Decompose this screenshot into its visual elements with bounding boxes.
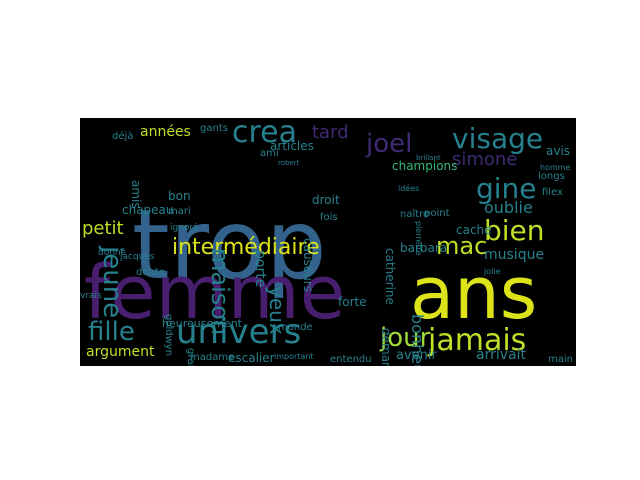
word-oublie: oublie <box>484 198 533 217</box>
word-longs: longs <box>538 171 565 182</box>
word-jacques: jacques <box>119 252 155 262</box>
word-vrais: vrais <box>80 291 102 301</box>
word-demanda: demanda <box>379 328 393 366</box>
word-entendu: entendu <box>330 354 372 365</box>
word-musique: musique <box>484 247 544 263</box>
word-avenir: avenir <box>396 348 438 363</box>
word-homme: homme <box>540 163 571 172</box>
word-cache: cache <box>456 223 492 237</box>
word-argument: argument <box>86 344 155 360</box>
word-amis: amis <box>129 180 143 209</box>
word-ami: ami <box>260 148 279 159</box>
word-articles: articles <box>270 139 314 153</box>
word-gants: gants <box>200 123 228 134</box>
word-forte: forte <box>338 295 367 309</box>
word-ans: ans <box>410 251 537 335</box>
word-ignore: ignoré <box>170 222 199 233</box>
word-brillant: brillant <box>416 154 441 162</box>
word-point: point <box>424 208 450 219</box>
word-goldwyn: goldwyn <box>163 314 174 356</box>
cloud-background <box>80 118 576 366</box>
word-important: important <box>274 352 314 361</box>
word-grand: grand <box>185 348 196 366</box>
word-yeux: yeux <box>265 286 289 335</box>
word-donne: donné <box>98 247 127 258</box>
word-barbara: barbara <box>400 241 447 255</box>
word-bonheur: bonheur <box>408 314 427 366</box>
word-naitre: naître <box>400 208 429 220</box>
word-monde: monde <box>278 322 313 333</box>
word-univers: univers <box>176 312 301 352</box>
word-cloud: trop femme ans univers jamais visage crea fille… <box>80 118 576 366</box>
word-main: main <box>548 354 573 365</box>
word-robert: robert <box>278 159 300 167</box>
word-maison: maison <box>206 248 234 335</box>
word-fille: fille <box>88 317 135 347</box>
word-heureusement: heureusement <box>162 317 243 330</box>
word-causeurs: causeurs <box>301 238 315 292</box>
word-jolie: jolie <box>483 267 501 276</box>
word-bien: bien <box>484 214 545 247</box>
word-tard: tard <box>312 122 349 143</box>
word-chapeau: chapeau <box>122 203 174 217</box>
word-gine: gine <box>476 172 537 205</box>
word-bon: bon <box>168 189 191 203</box>
word-porte: porte <box>252 250 268 287</box>
word-femme: femme <box>84 250 345 336</box>
word-catherine: catherine <box>383 248 397 305</box>
word-mari: mari <box>168 206 191 217</box>
word-intermediaire: intermédiaire <box>172 235 320 260</box>
word-escalier: escalier <box>228 351 275 365</box>
word-simone: simone <box>452 149 517 170</box>
word-deja: déjà <box>112 130 133 142</box>
word-crea: crea <box>232 118 297 150</box>
word-trop: trop <box>132 189 327 301</box>
word-filex: filex <box>542 187 563 198</box>
word-arrivait: arrivait <box>476 347 526 363</box>
word-droit: droit <box>312 193 340 207</box>
word-jamais: jamais <box>427 323 526 358</box>
word-jeune: jeune <box>97 245 127 318</box>
word-madame: madame <box>190 352 234 363</box>
word-doute: doute <box>136 267 165 278</box>
word-fois: fois <box>320 212 338 223</box>
word-petit: petit <box>82 218 124 239</box>
word-mac: mac <box>436 232 487 260</box>
word-avis: avis <box>546 144 570 158</box>
word-champions: champions <box>392 159 457 173</box>
word-idees: idées <box>398 183 419 193</box>
word-joel: joel <box>365 129 412 159</box>
word-pierrette: pierrette <box>414 221 423 256</box>
word-jour: jour <box>379 323 431 353</box>
word-annees: années <box>140 124 191 140</box>
word-visage: visage <box>452 122 543 155</box>
